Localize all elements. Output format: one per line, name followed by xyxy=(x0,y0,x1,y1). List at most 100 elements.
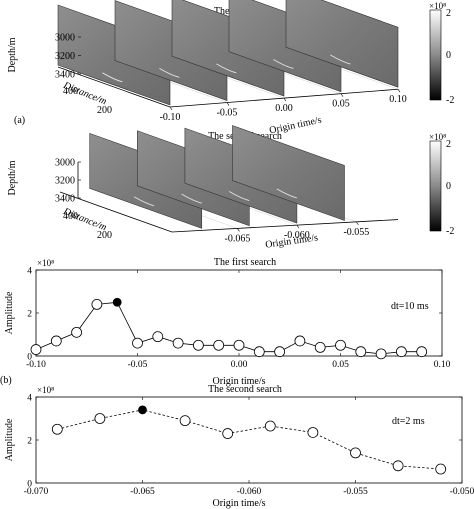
slice-wavefront xyxy=(181,193,202,204)
slice-plot-2-distance-ticks: 400 200 xyxy=(63,211,112,241)
series-point-max xyxy=(112,297,122,307)
series-point xyxy=(350,447,361,459)
series-point xyxy=(233,339,245,351)
series-point xyxy=(172,337,184,349)
x-tick-label: 0.00 xyxy=(231,360,248,370)
time-tick-label: -0.060 xyxy=(284,230,310,241)
time-tick-mark xyxy=(226,102,230,106)
series-point xyxy=(213,339,225,351)
colorbar-1-tick-bottom: -2 xyxy=(446,95,454,106)
line-chart-second-search: The second search ×10⁸ -0.070 -0.065 -0.06… xyxy=(4,384,474,509)
series-point xyxy=(30,344,42,355)
y-tick-label: 0 xyxy=(27,353,32,363)
slice-wavefront xyxy=(330,54,351,65)
line-chart-2-ticks: -0.070 -0.065 -0.060 -0.055 -0.050 0 2 4 xyxy=(24,394,474,498)
colorbar-1-tick-mid: 0 xyxy=(446,50,451,61)
colorbar-2-exponent: ×10⁸ xyxy=(429,132,446,142)
slice-plot-2-time-label: Origin time/s xyxy=(265,232,319,250)
x-tick-label: -0.10 xyxy=(26,360,46,370)
depth-tick-label: 3400 xyxy=(55,70,75,81)
panel-label-b: (b) xyxy=(0,375,12,386)
series-point xyxy=(50,335,62,347)
time-tick-mark xyxy=(340,93,344,97)
line-chart-2-series xyxy=(51,405,447,475)
time-tick-label: -0.10 xyxy=(160,112,181,123)
series-point xyxy=(264,420,276,432)
series-point-max xyxy=(138,405,147,415)
x-tick-label: -0.055 xyxy=(343,487,368,497)
y-tick-label: 4 xyxy=(27,267,32,277)
slice-wavefront xyxy=(273,59,294,69)
x-tick-label: 0.10 xyxy=(434,360,451,370)
series-point xyxy=(253,346,265,358)
slice-wavefront xyxy=(229,191,250,201)
colorbar-2-tick-bottom: -2 xyxy=(446,226,454,237)
x-tick-label: 0.05 xyxy=(332,360,349,370)
time-tick-label: -0.05 xyxy=(217,108,238,119)
slice-plane xyxy=(285,0,399,88)
colorbar-2: ×10⁸ 2 0 -2 xyxy=(429,132,454,237)
series-line xyxy=(57,409,441,470)
depth-tick-label: 3200 xyxy=(55,51,75,62)
colorbar-2-gradient xyxy=(429,140,442,232)
slice-plot-1-slices xyxy=(57,0,399,106)
x-tick-label: -0.065 xyxy=(130,487,155,497)
series-point xyxy=(91,298,103,310)
series-point xyxy=(355,346,367,358)
y-tick-label: 4 xyxy=(27,394,32,404)
time-tick-label: 0.05 xyxy=(332,99,350,110)
time-tick-label: -0.065 xyxy=(224,233,250,244)
slice-5 xyxy=(285,0,399,88)
series-point xyxy=(179,415,191,427)
depth-tick-label: 3200 xyxy=(55,176,75,187)
slice-wavefront xyxy=(276,188,297,199)
series-point xyxy=(192,339,204,351)
series-point xyxy=(152,331,164,343)
time-tick-label: -0.055 xyxy=(343,227,369,238)
x-tick-label: -0.060 xyxy=(237,487,262,497)
sp2-distance-axis xyxy=(59,191,173,233)
time-tick-label: 0.10 xyxy=(389,94,407,105)
line-chart-1-annotation: dt=10 ms xyxy=(391,301,429,312)
depth-tick-label: 3000 xyxy=(55,158,75,169)
line-chart-1-title: The first search xyxy=(214,257,276,268)
distance-tick-label: 200 xyxy=(97,105,112,116)
y-tick-label: 0 xyxy=(27,480,32,490)
time-tick-label: 0.00 xyxy=(275,103,293,114)
series-point xyxy=(395,346,407,358)
series-point xyxy=(335,339,346,351)
time-tick-mark xyxy=(283,97,287,102)
series-point xyxy=(435,463,447,475)
line-chart-1-series xyxy=(30,297,428,360)
depth-tick-label: 3400 xyxy=(55,194,75,205)
series-point xyxy=(294,335,306,347)
line-chart-2-title: The second search xyxy=(208,384,282,395)
colorbar-2-tick-mid: 0 xyxy=(446,181,451,192)
series-line xyxy=(35,301,422,355)
colorbar-1: ×10⁸ 2 0 -2 xyxy=(429,1,454,106)
series-point xyxy=(416,346,428,358)
line-chart-2-ylabel: Amplitude xyxy=(4,418,15,461)
series-point xyxy=(222,428,234,439)
series-point xyxy=(274,346,286,358)
slice-plot-2-depth-ticks: 3000 3200 3400 xyxy=(55,158,81,205)
sp1-distance-axis xyxy=(57,66,171,108)
series-point xyxy=(392,460,404,472)
distance-tick-label: 400 xyxy=(63,86,78,97)
series-point xyxy=(132,337,143,349)
slice-plot-2-slices xyxy=(89,125,345,229)
slice-plot-2-depth-label: Depth/m xyxy=(7,160,18,195)
time-tick-mark xyxy=(237,228,240,232)
panel-label-a: (a) xyxy=(14,115,25,126)
slice-wavefront xyxy=(159,67,180,78)
line-chart-first-search: The first search ×10⁸ -0.10 -0.05 0.00 0.05… xyxy=(4,257,451,387)
colorbar-2-tick-top: 2 xyxy=(446,139,451,150)
line-chart-1-ylabel: Amplitude xyxy=(4,291,15,334)
colorbar-1-gradient xyxy=(429,9,442,101)
x-tick-label: -0.070 xyxy=(24,487,49,497)
series-point xyxy=(375,348,387,360)
slice-4 xyxy=(232,125,345,221)
line-chart-2-xlabel: Origin time/s xyxy=(212,498,265,509)
